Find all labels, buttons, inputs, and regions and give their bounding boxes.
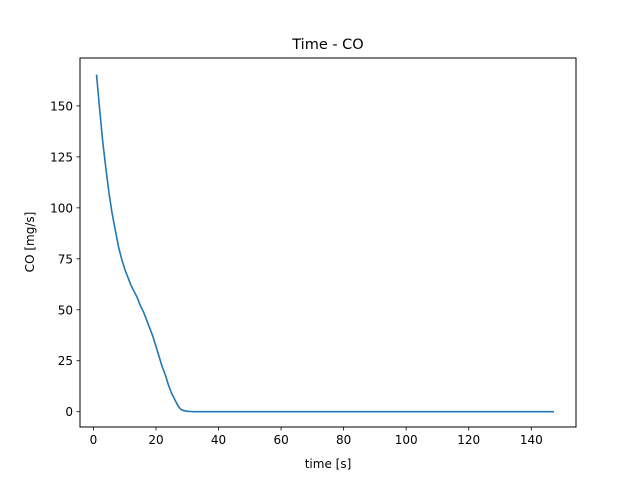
y-axis-label: CO [mg/s]: [23, 212, 37, 273]
y-tick-label: 125: [50, 150, 73, 164]
chart-title: Time - CO: [291, 37, 363, 53]
x-tick-label: 60: [273, 433, 288, 447]
y-tick-label: 25: [58, 354, 73, 368]
series-line-0: [95, 74, 554, 413]
y-tick-label: 0: [65, 405, 73, 419]
y-tick-label: 50: [58, 303, 73, 317]
y-tick-label: 100: [50, 201, 73, 215]
x-tick-label: 140: [520, 433, 543, 447]
x-tick-label: 0: [90, 433, 98, 447]
y-tick-label: 75: [58, 252, 73, 266]
x-tick-label: 100: [395, 433, 418, 447]
x-tick-label: 120: [457, 433, 480, 447]
x-tick-label: 80: [336, 433, 351, 447]
x-axis-label: time [s]: [305, 457, 352, 471]
ticks-layer: 0 20 40 60 80 100 120 140 0 25 50 75 100 125 150: [50, 99, 543, 447]
plot-layer: [95, 74, 554, 413]
plot-frame: [79, 57, 577, 428]
x-tick-label: 40: [211, 433, 226, 447]
y-tick-label: 150: [50, 99, 73, 113]
axes-layer: [79, 57, 577, 428]
x-tick-label: 20: [148, 433, 163, 447]
